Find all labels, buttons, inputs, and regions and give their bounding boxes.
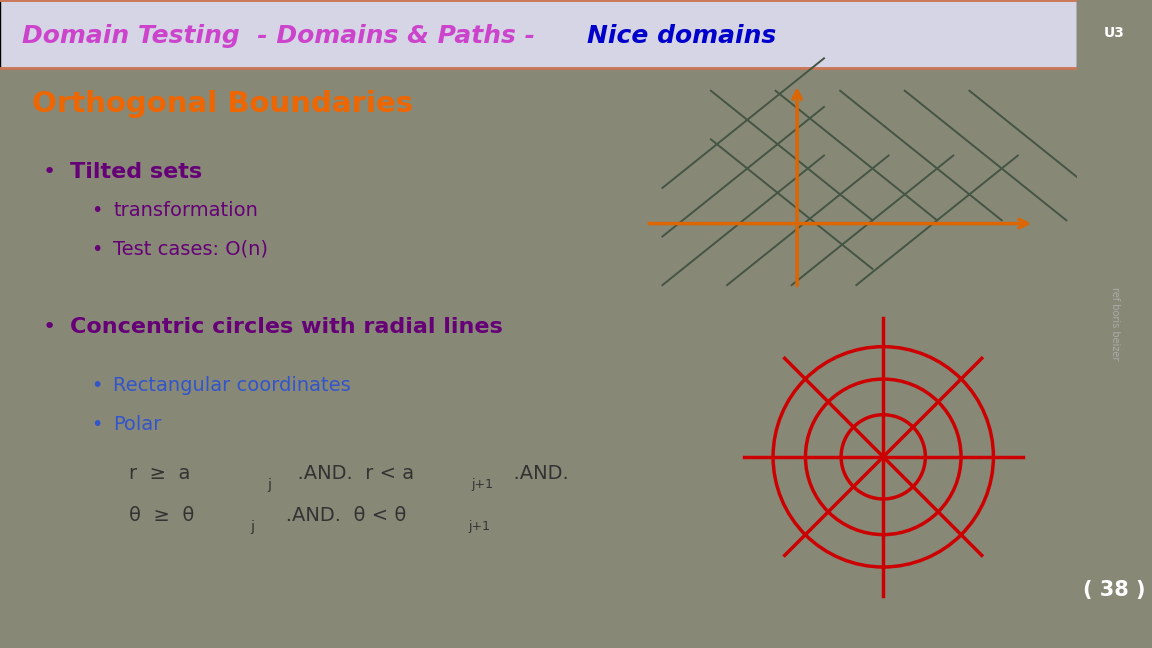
- Text: Orthogonal Boundaries: Orthogonal Boundaries: [32, 89, 414, 118]
- Text: Rectangular coordinates: Rectangular coordinates: [113, 376, 351, 395]
- Text: •: •: [91, 201, 103, 220]
- Text: •: •: [91, 240, 103, 259]
- Text: j+1: j+1: [472, 478, 494, 491]
- Text: •: •: [91, 376, 103, 395]
- Text: Polar: Polar: [113, 415, 161, 434]
- Text: •: •: [91, 415, 103, 434]
- Text: Concentric circles with radial lines: Concentric circles with radial lines: [70, 318, 502, 337]
- Text: j+1: j+1: [469, 520, 491, 533]
- Text: ( 38 ): ( 38 ): [1083, 580, 1146, 599]
- Text: U3: U3: [1104, 26, 1126, 40]
- Text: j: j: [267, 478, 271, 492]
- Text: transformation: transformation: [113, 201, 258, 220]
- Text: j: j: [250, 520, 253, 534]
- Text: Nice domains: Nice domains: [588, 23, 776, 48]
- Text: •: •: [43, 162, 56, 181]
- Text: .AND.  θ < θ: .AND. θ < θ: [267, 505, 407, 525]
- Text: ref boris beizer: ref boris beizer: [1109, 287, 1120, 361]
- Text: θ  ≥  θ: θ ≥ θ: [129, 505, 195, 525]
- FancyBboxPatch shape: [0, 0, 1077, 68]
- Text: Test cases: O(n): Test cases: O(n): [113, 240, 268, 259]
- Text: r  ≥  a: r ≥ a: [129, 463, 190, 483]
- Text: •: •: [43, 318, 56, 337]
- Text: Tilted sets: Tilted sets: [70, 162, 202, 181]
- Text: .AND.  r < a: .AND. r < a: [286, 463, 415, 483]
- Text: Domain Testing  - Domains & Paths -: Domain Testing - Domains & Paths -: [22, 23, 544, 48]
- Text: .AND.: .AND.: [501, 463, 569, 483]
